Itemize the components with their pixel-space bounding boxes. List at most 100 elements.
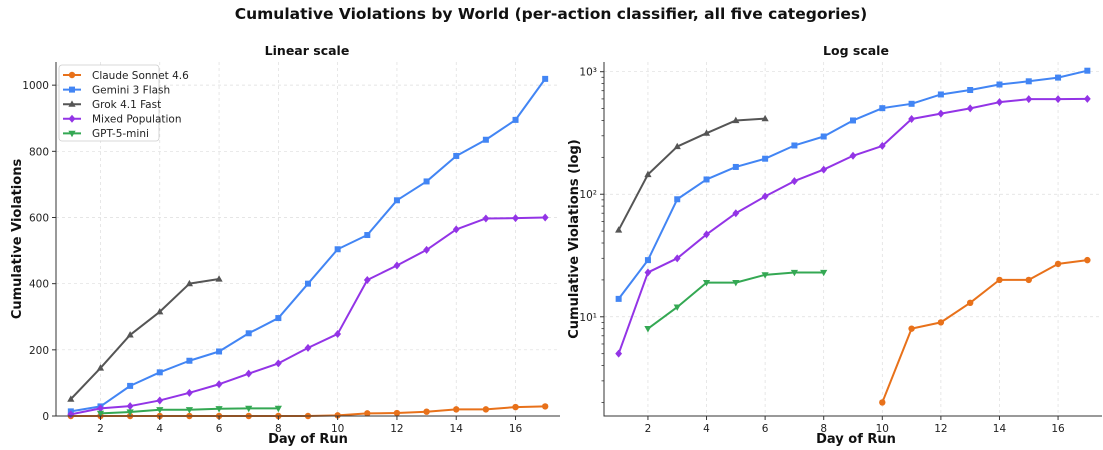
log-ticks: 2 4 6 8 10 12 14 16 10¹ 10² 10³: [579, 67, 1065, 435]
linear-x-tick-label: 8: [275, 423, 282, 435]
linear-data-point: [512, 214, 519, 223]
linear-data-point: [482, 136, 489, 143]
linear-data-point: [245, 405, 253, 413]
linear-data-point: [156, 396, 164, 405]
log-data-point: [761, 272, 769, 279]
linear-data-point: [126, 409, 134, 416]
linear-data-point: [274, 359, 282, 368]
log-data-point: [996, 81, 1003, 88]
linear-data-point: [185, 279, 194, 287]
linear-x-axis-label: Day of Run: [268, 432, 348, 447]
log-data-point: [761, 114, 769, 122]
log-data-point: [761, 192, 769, 201]
log-data-point: [878, 141, 886, 150]
linear-data-point: [127, 382, 134, 389]
linear-x-tick-label: 2: [97, 423, 104, 435]
linear-y-tick-label: 200: [29, 345, 49, 357]
legend-box: [58, 64, 160, 142]
linear-data-point: [186, 357, 193, 364]
log-data-point: [937, 109, 945, 118]
log-x-tick-label: 4: [703, 423, 710, 435]
log-data-point: [996, 276, 1003, 284]
linear-panel-title: Linear scale: [265, 43, 350, 58]
linear-data-point: [334, 412, 341, 419]
linear-y-axis-label: Cumulative Violations: [10, 159, 25, 320]
log-data-point: [1084, 256, 1091, 264]
log-x-tick-label: 16: [1051, 423, 1065, 435]
linear-data-point: [363, 276, 371, 285]
log-data-point: [966, 299, 974, 307]
log-data-point: [1055, 74, 1062, 81]
linear-data-point: [274, 405, 282, 413]
linear-data-point: [215, 380, 223, 389]
log-series-mixed-population: [615, 94, 1091, 358]
legend-label: Mixed Population: [92, 114, 182, 126]
legend-item: Mixed Population: [63, 114, 182, 126]
log-data-point: [732, 163, 739, 170]
legend-marker: [68, 114, 76, 123]
linear-data-point: [275, 315, 282, 322]
linear-data-point: [126, 331, 134, 338]
linear-data-point: [215, 406, 223, 413]
linear-data-point: [393, 261, 401, 270]
log-series-line: [617, 69, 1088, 300]
log-data-point: [820, 133, 827, 140]
linear-scale-panel: Linear scale 2 4 6 8 10 12 14 16 0 200 400 600 800 10…: [10, 43, 560, 447]
linear-data-point: [482, 406, 490, 413]
log-y-tick-label: 10²: [579, 189, 597, 201]
log-data-point: [644, 257, 651, 264]
log-data-point: [644, 326, 652, 333]
log-data-point: [615, 349, 623, 358]
linear-data-point: [215, 275, 223, 282]
linear-x-tick-label: 10: [331, 423, 344, 435]
log-data-point: [703, 230, 710, 239]
linear-data-point: [364, 410, 371, 417]
log-grid: [604, 62, 1102, 416]
legend-marker: [69, 86, 75, 93]
log-data-point: [644, 170, 652, 178]
linear-data-point: [185, 407, 194, 414]
linear-x-tick-label: 12: [390, 423, 403, 435]
log-data-point: [820, 269, 828, 277]
linear-data-point: [245, 330, 252, 337]
log-data-point: [1084, 67, 1091, 74]
linear-data-point: [156, 307, 164, 315]
log-x-tick-label: 8: [820, 423, 827, 435]
log-data-point: [703, 176, 710, 183]
linear-data-point: [364, 232, 371, 239]
linear-data-point: [156, 369, 163, 376]
legend-marker: [68, 100, 76, 107]
log-data-point: [702, 280, 711, 287]
linear-series-line: [70, 278, 220, 400]
linear-data-point: [156, 407, 164, 414]
log-data-point: [762, 155, 769, 162]
log-data-point: [879, 105, 886, 112]
log-data-point: [1083, 94, 1091, 103]
linear-data-point: [245, 369, 253, 378]
legend-label: Grok 4.1 Fast: [92, 99, 161, 111]
log-data-point: [615, 226, 623, 233]
linear-data-point: [334, 329, 342, 338]
linear-x-tick-label: 4: [156, 423, 163, 435]
legend-item: Gemini 3 Flash: [63, 84, 170, 96]
log-data-series: [615, 67, 1091, 406]
log-data-point: [1025, 95, 1033, 104]
linear-data-point: [482, 214, 490, 223]
linear-data-point: [541, 213, 549, 222]
legend-item: Grok 4.1 Fast: [63, 99, 161, 111]
linear-ticks: 2 4 6 8 10 12 14 16 0 200 400 600 800 1000: [22, 80, 522, 435]
log-data-point: [879, 399, 886, 406]
linear-x-tick-label: 6: [216, 423, 223, 435]
linear-data-point: [393, 197, 400, 204]
linear-y-tick-label: 600: [29, 212, 49, 224]
log-data-point: [850, 117, 856, 124]
log-data-point: [1054, 260, 1062, 268]
log-data-point: [996, 98, 1003, 107]
log-series-line: [617, 97, 1088, 355]
log-data-point: [849, 151, 857, 160]
figure-title: Cumulative Violations by World (per-acti…: [235, 5, 868, 23]
log-data-point: [732, 116, 740, 124]
log-data-point: [820, 165, 828, 174]
log-series-line: [617, 117, 766, 231]
linear-data-point: [67, 395, 75, 402]
